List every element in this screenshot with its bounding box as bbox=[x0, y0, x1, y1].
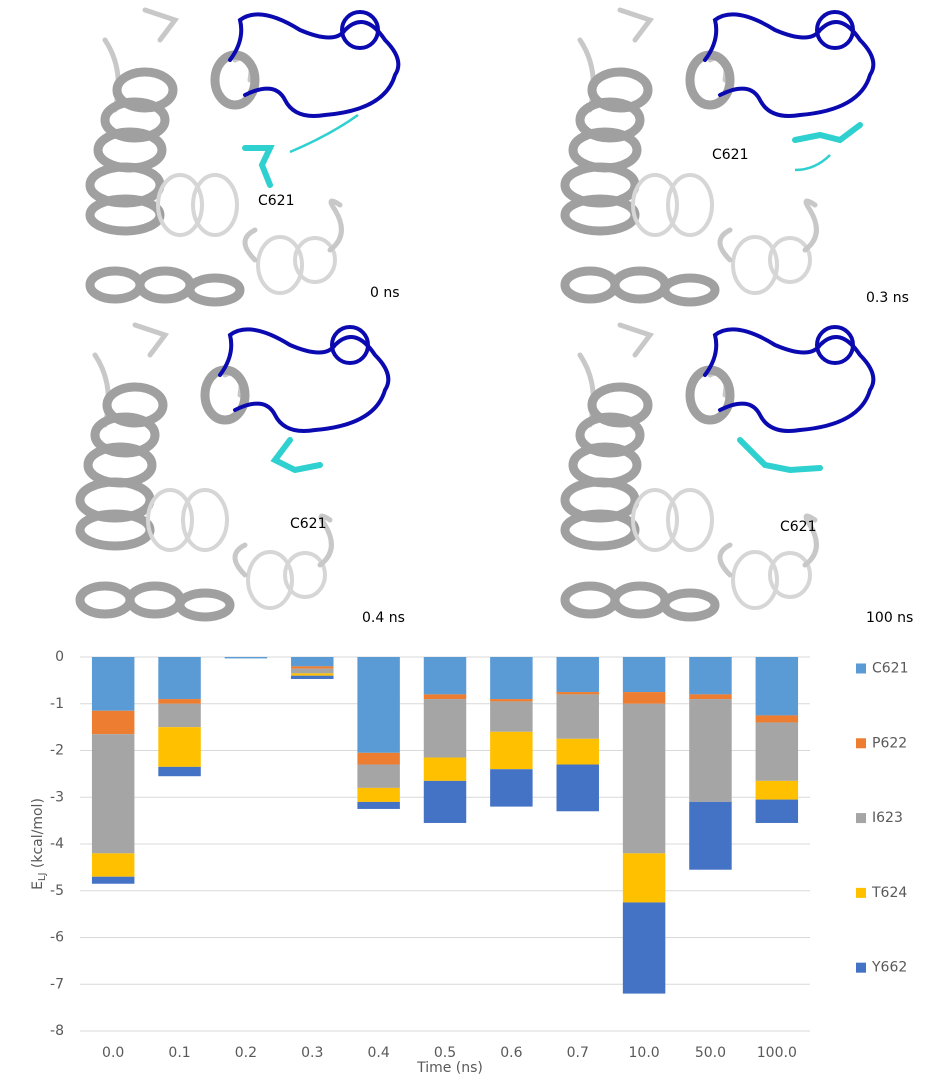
x-tick-label: 0.6 bbox=[500, 1045, 522, 1061]
x-tick-label: 100.0 bbox=[757, 1045, 797, 1061]
bar-segment bbox=[556, 692, 598, 694]
bar-segment bbox=[291, 666, 333, 668]
legend-swatch bbox=[856, 963, 866, 973]
bar-segment bbox=[623, 692, 665, 704]
bar-segment bbox=[756, 800, 798, 823]
residue-label: C621 bbox=[712, 147, 749, 163]
y-tick-label: 0 bbox=[55, 649, 64, 665]
bar-segment bbox=[92, 711, 134, 734]
residue-label: C621 bbox=[258, 193, 295, 209]
y-label-sub: LJ bbox=[37, 873, 48, 882]
bar-segment bbox=[357, 765, 399, 788]
figure: C621 0 ns C621 0.3 ns C621 0.4 ns C621 1… bbox=[0, 0, 929, 1082]
bar-segment bbox=[92, 734, 134, 853]
x-tick-label: 0.1 bbox=[168, 1045, 190, 1061]
bar-segment bbox=[556, 739, 598, 765]
bar-segment bbox=[291, 669, 333, 674]
legend-swatch bbox=[856, 663, 866, 673]
time-label: 100 ns bbox=[866, 610, 913, 626]
bar-segment bbox=[357, 657, 399, 753]
bar-segment bbox=[756, 781, 798, 800]
y-axis-label: ELJ (kcal/mol) bbox=[30, 798, 48, 890]
bar-segment bbox=[158, 727, 200, 767]
y-tick-label: -1 bbox=[50, 696, 64, 712]
bar-segment bbox=[490, 699, 532, 701]
bar-segment bbox=[689, 802, 731, 870]
bar-segment bbox=[556, 657, 598, 692]
bar-segment bbox=[689, 694, 731, 699]
bar-segment bbox=[424, 781, 466, 823]
time-label: 0.4 ns bbox=[362, 610, 405, 626]
y-tick-label: -6 bbox=[50, 930, 64, 946]
bar-segment bbox=[424, 699, 466, 757]
bar-segment bbox=[225, 657, 267, 658]
y-tick-label: -7 bbox=[50, 976, 64, 992]
legend-swatch bbox=[856, 888, 866, 898]
time-label: 0.3 ns bbox=[866, 290, 909, 306]
bar-segment bbox=[92, 877, 134, 884]
x-tick-label: 0.2 bbox=[235, 1045, 257, 1061]
bar-segment bbox=[756, 715, 798, 722]
y-tick-label: -2 bbox=[50, 743, 64, 759]
bar-segment bbox=[623, 704, 665, 854]
x-tick-label: 10.0 bbox=[629, 1045, 660, 1061]
y-tick-label: -4 bbox=[50, 836, 64, 852]
x-tick-label: 0.0 bbox=[102, 1045, 124, 1061]
y-label-part: E bbox=[30, 881, 46, 890]
bar-segment bbox=[623, 902, 665, 993]
bar-segment bbox=[556, 694, 598, 738]
y-tick-label: -8 bbox=[50, 1023, 64, 1039]
legend-label: C621 bbox=[872, 660, 909, 676]
legend-label: I623 bbox=[872, 810, 903, 826]
bar-segment bbox=[158, 657, 200, 699]
legend-label: T624 bbox=[871, 885, 907, 901]
x-tick-label: 0.4 bbox=[368, 1045, 390, 1061]
bar-segment bbox=[689, 699, 731, 802]
bar-segment bbox=[424, 657, 466, 694]
md-panel: C621 100 ns bbox=[565, 325, 913, 626]
legend-label: P622 bbox=[872, 735, 907, 751]
bar-segment bbox=[490, 732, 532, 769]
bar-segment bbox=[291, 657, 333, 666]
bar-segment bbox=[424, 694, 466, 699]
bar-segment bbox=[92, 853, 134, 876]
bar-segment bbox=[490, 701, 532, 731]
bar-segment bbox=[756, 657, 798, 715]
bar-segment bbox=[689, 657, 731, 694]
legend-swatch bbox=[856, 813, 866, 823]
y-tick-label: -3 bbox=[50, 789, 64, 805]
residue-label: C621 bbox=[780, 519, 817, 535]
bar-segment bbox=[490, 657, 532, 699]
y-tick-label: -5 bbox=[50, 883, 64, 899]
bar-segment bbox=[158, 767, 200, 776]
bar-segment bbox=[756, 722, 798, 780]
x-tick-label: 0.7 bbox=[567, 1045, 589, 1061]
x-tick-label: 0.5 bbox=[434, 1045, 456, 1061]
y-label-part: (kcal/mol) bbox=[30, 798, 46, 872]
legend-swatch bbox=[856, 738, 866, 748]
bar-segment bbox=[424, 758, 466, 781]
bar-segment bbox=[291, 676, 333, 679]
bar-segment bbox=[357, 802, 399, 809]
x-tick-label: 0.3 bbox=[301, 1045, 323, 1061]
bar-segment bbox=[291, 673, 333, 675]
bar-segment bbox=[357, 788, 399, 802]
x-tick-label: 50.0 bbox=[695, 1045, 726, 1061]
bar-segment bbox=[158, 704, 200, 727]
bar-segment bbox=[490, 769, 532, 806]
bar-segment bbox=[623, 657, 665, 692]
legend-label: Y662 bbox=[871, 960, 907, 976]
bar-segment bbox=[158, 699, 200, 704]
x-axis-label: Time (ns) bbox=[416, 1060, 483, 1076]
bar-segment bbox=[92, 657, 134, 711]
residue-label: C621 bbox=[290, 516, 327, 532]
md-panel: C621 0.3 ns bbox=[565, 10, 909, 306]
bar-segment bbox=[556, 765, 598, 812]
bar-segment bbox=[357, 753, 399, 765]
time-label: 0 ns bbox=[370, 285, 400, 301]
bar-segment bbox=[623, 853, 665, 902]
md-panel: C621 0 ns bbox=[90, 10, 400, 302]
md-panel: C621 0.4 ns bbox=[80, 325, 405, 626]
